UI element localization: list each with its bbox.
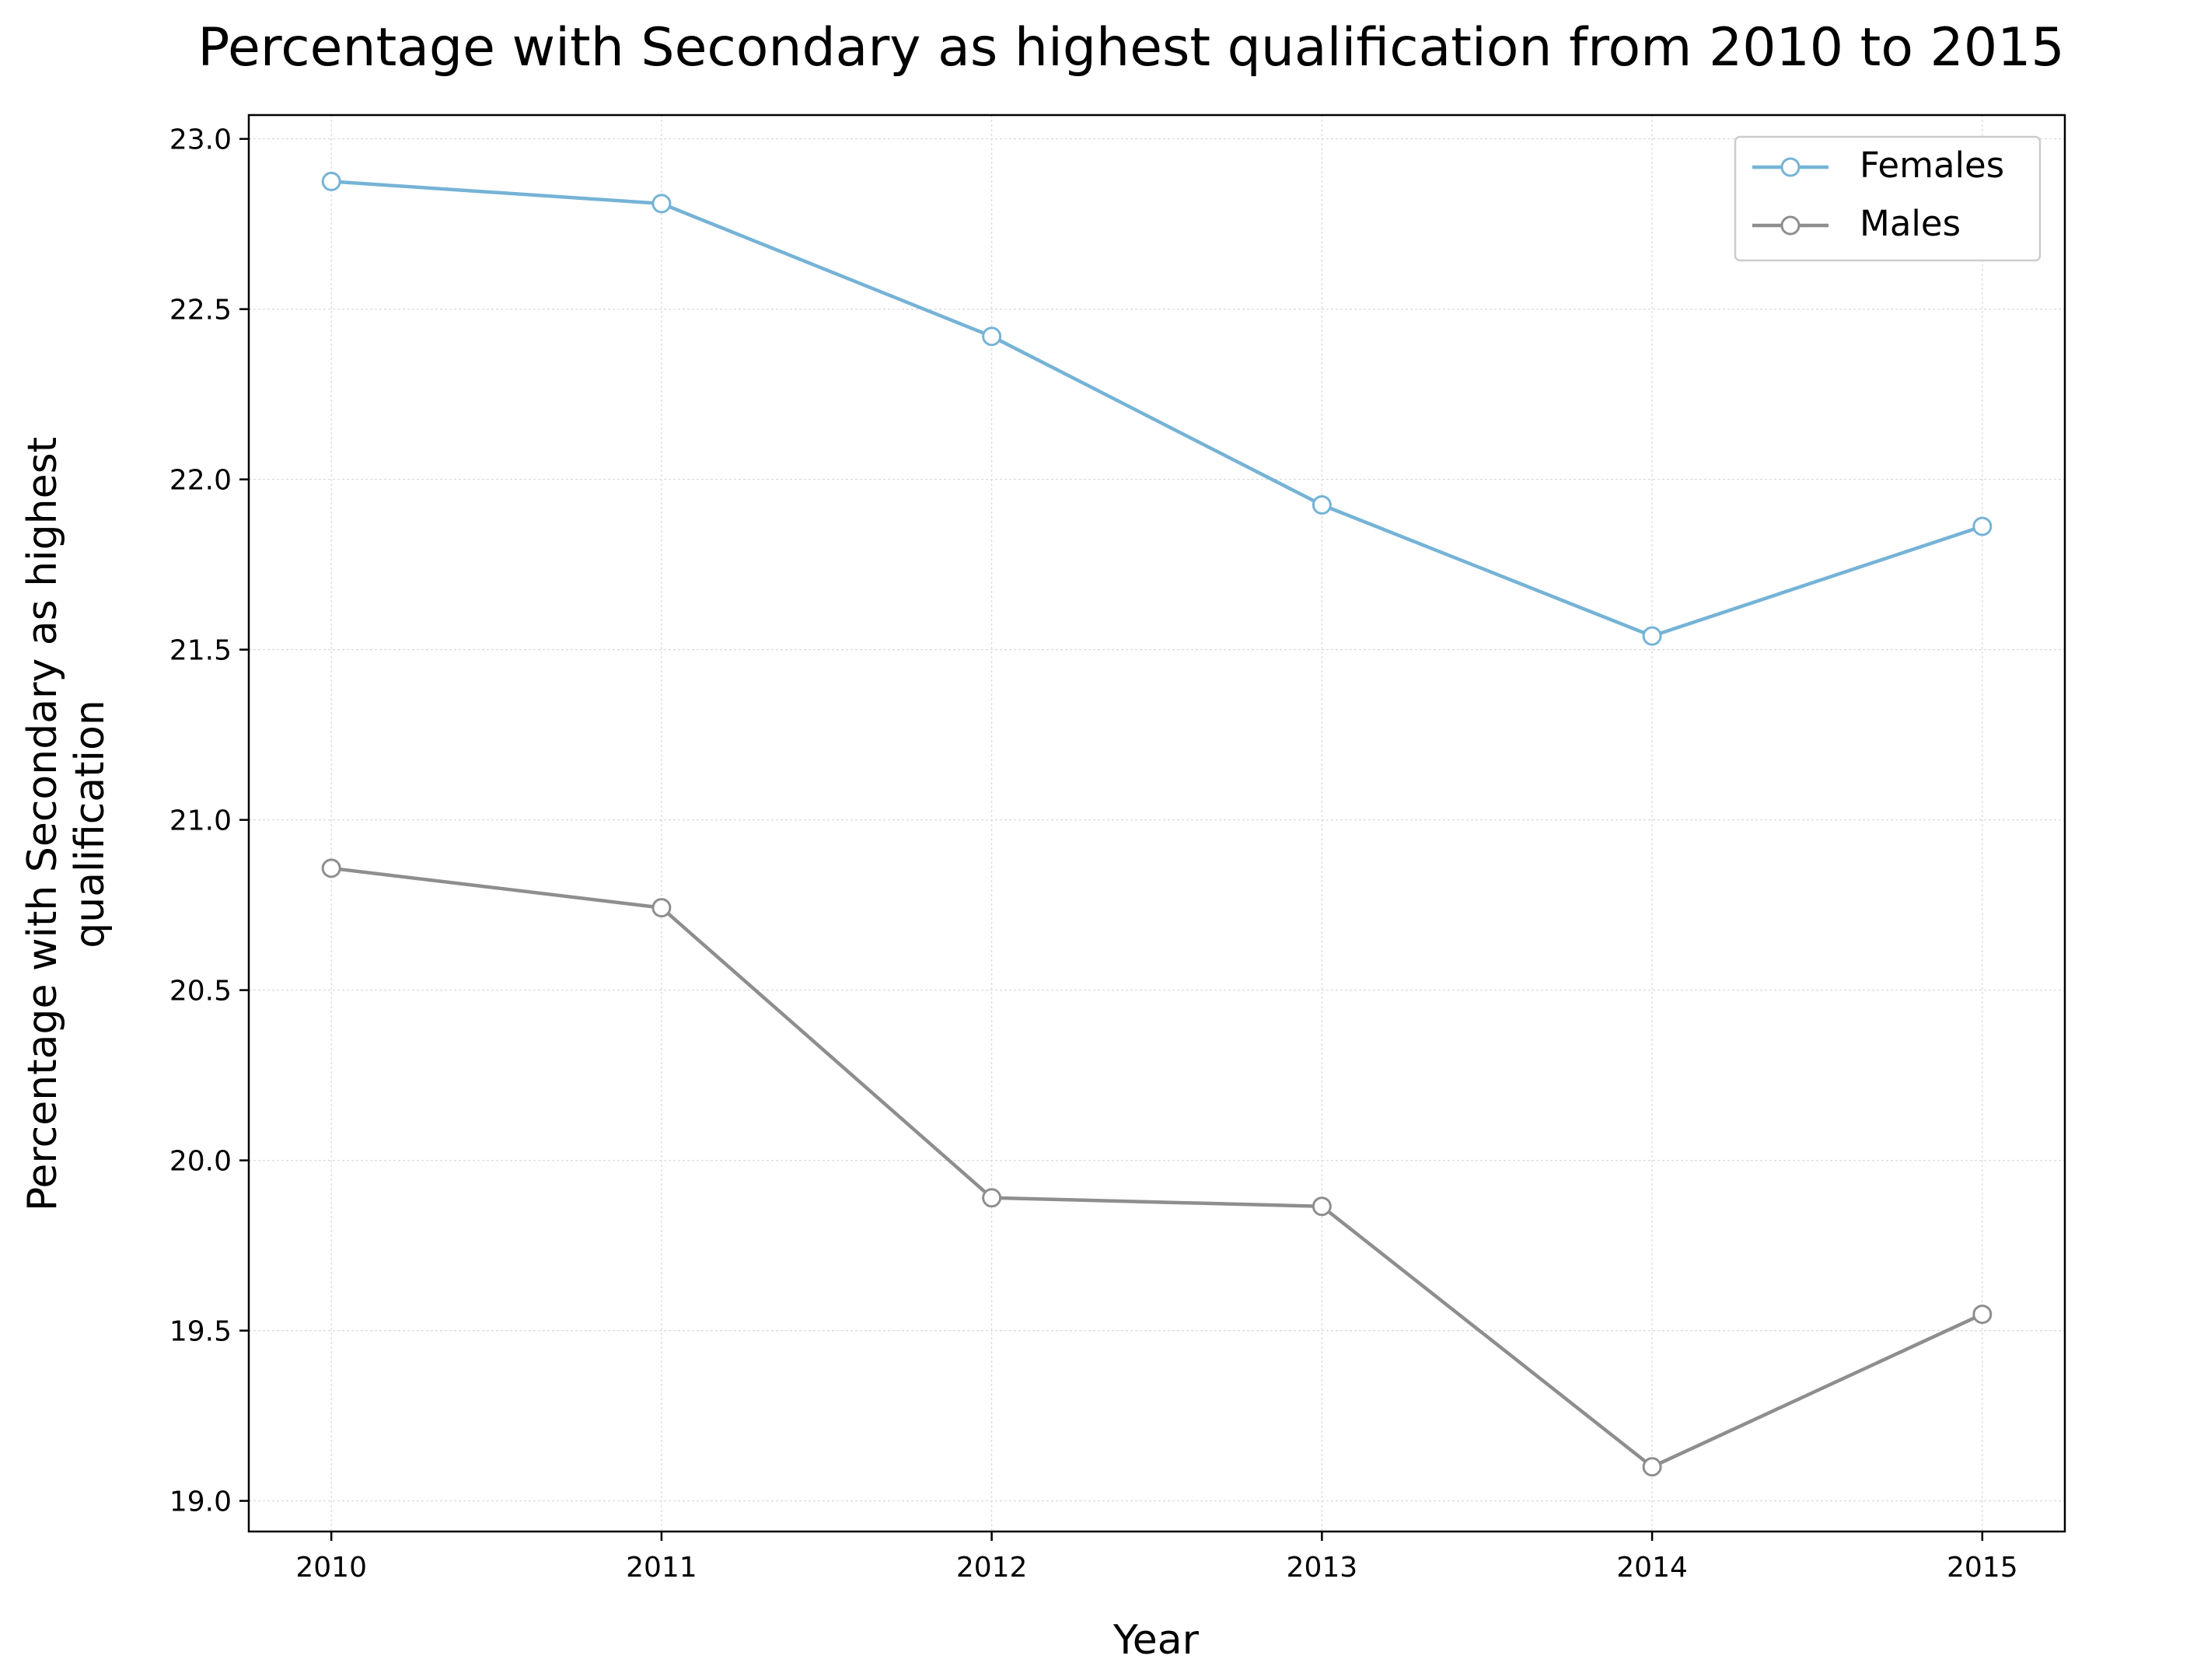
data-point-males xyxy=(321,858,341,878)
y-axis-label-line-2: qualification xyxy=(67,700,114,948)
legend-marker-females xyxy=(1780,157,1801,177)
series-line-females xyxy=(329,180,1985,638)
data-point-males xyxy=(1972,1305,1993,1325)
x-tick-label: 2010 xyxy=(295,1552,367,1584)
series-layer xyxy=(321,171,1993,1477)
data-point-males xyxy=(651,898,672,918)
x-axis-ticks: 2010 2011 2012 2013 2014 2015 xyxy=(295,1532,2018,1584)
y-axis-label-group: Percentage with Secondary as highest qua… xyxy=(19,437,114,1211)
grid xyxy=(249,115,2065,1532)
legend-label-males: Males xyxy=(1860,203,1961,244)
x-tick-label: 2011 xyxy=(626,1552,697,1584)
y-axis-ticks: 19.0 19.5 20.0 20.5 21.0 21.5 22.0 22.5 23.0 xyxy=(169,124,249,1518)
x-tick-label: 2014 xyxy=(1616,1552,1688,1584)
series-females xyxy=(321,171,1993,646)
data-point-males xyxy=(982,1188,1002,1208)
y-tick-label: 19.0 xyxy=(169,1486,232,1518)
data-point-females xyxy=(1312,494,1332,515)
data-point-females xyxy=(982,327,1002,347)
series-line-males xyxy=(329,866,1985,1469)
y-tick-label: 20.0 xyxy=(169,1146,232,1178)
y-axis-label-line-1: Percentage with Secondary as highest xyxy=(19,437,66,1211)
data-point-females xyxy=(1642,626,1662,646)
legend-marker-males xyxy=(1780,215,1801,236)
y-tick-label: 22.0 xyxy=(169,465,232,497)
data-point-females xyxy=(1972,516,1993,536)
y-tick-label: 22.5 xyxy=(169,295,232,327)
data-point-females xyxy=(321,171,341,191)
y-tick-label: 19.5 xyxy=(169,1316,232,1348)
x-axis-label: Year xyxy=(1112,1617,1200,1664)
legend-label-females: Females xyxy=(1860,145,2004,186)
x-tick-label: 2013 xyxy=(1287,1552,1358,1584)
x-tick-label: 2015 xyxy=(1947,1552,2018,1584)
y-tick-label: 21.5 xyxy=(169,635,232,667)
data-point-males xyxy=(1642,1457,1662,1477)
data-point-females xyxy=(651,194,672,214)
legend: Females Males xyxy=(1734,135,2042,262)
plot-frame xyxy=(247,114,2066,1533)
data-point-males xyxy=(1312,1196,1332,1217)
series-males xyxy=(321,858,1993,1477)
chart-title: Percentage with Secondary as highest qua… xyxy=(197,17,2064,79)
x-tick-label: 2012 xyxy=(956,1552,1028,1584)
y-tick-label: 21.0 xyxy=(169,805,232,837)
y-tick-label: 20.5 xyxy=(169,976,232,1008)
y-tick-label: 23.0 xyxy=(169,124,232,156)
